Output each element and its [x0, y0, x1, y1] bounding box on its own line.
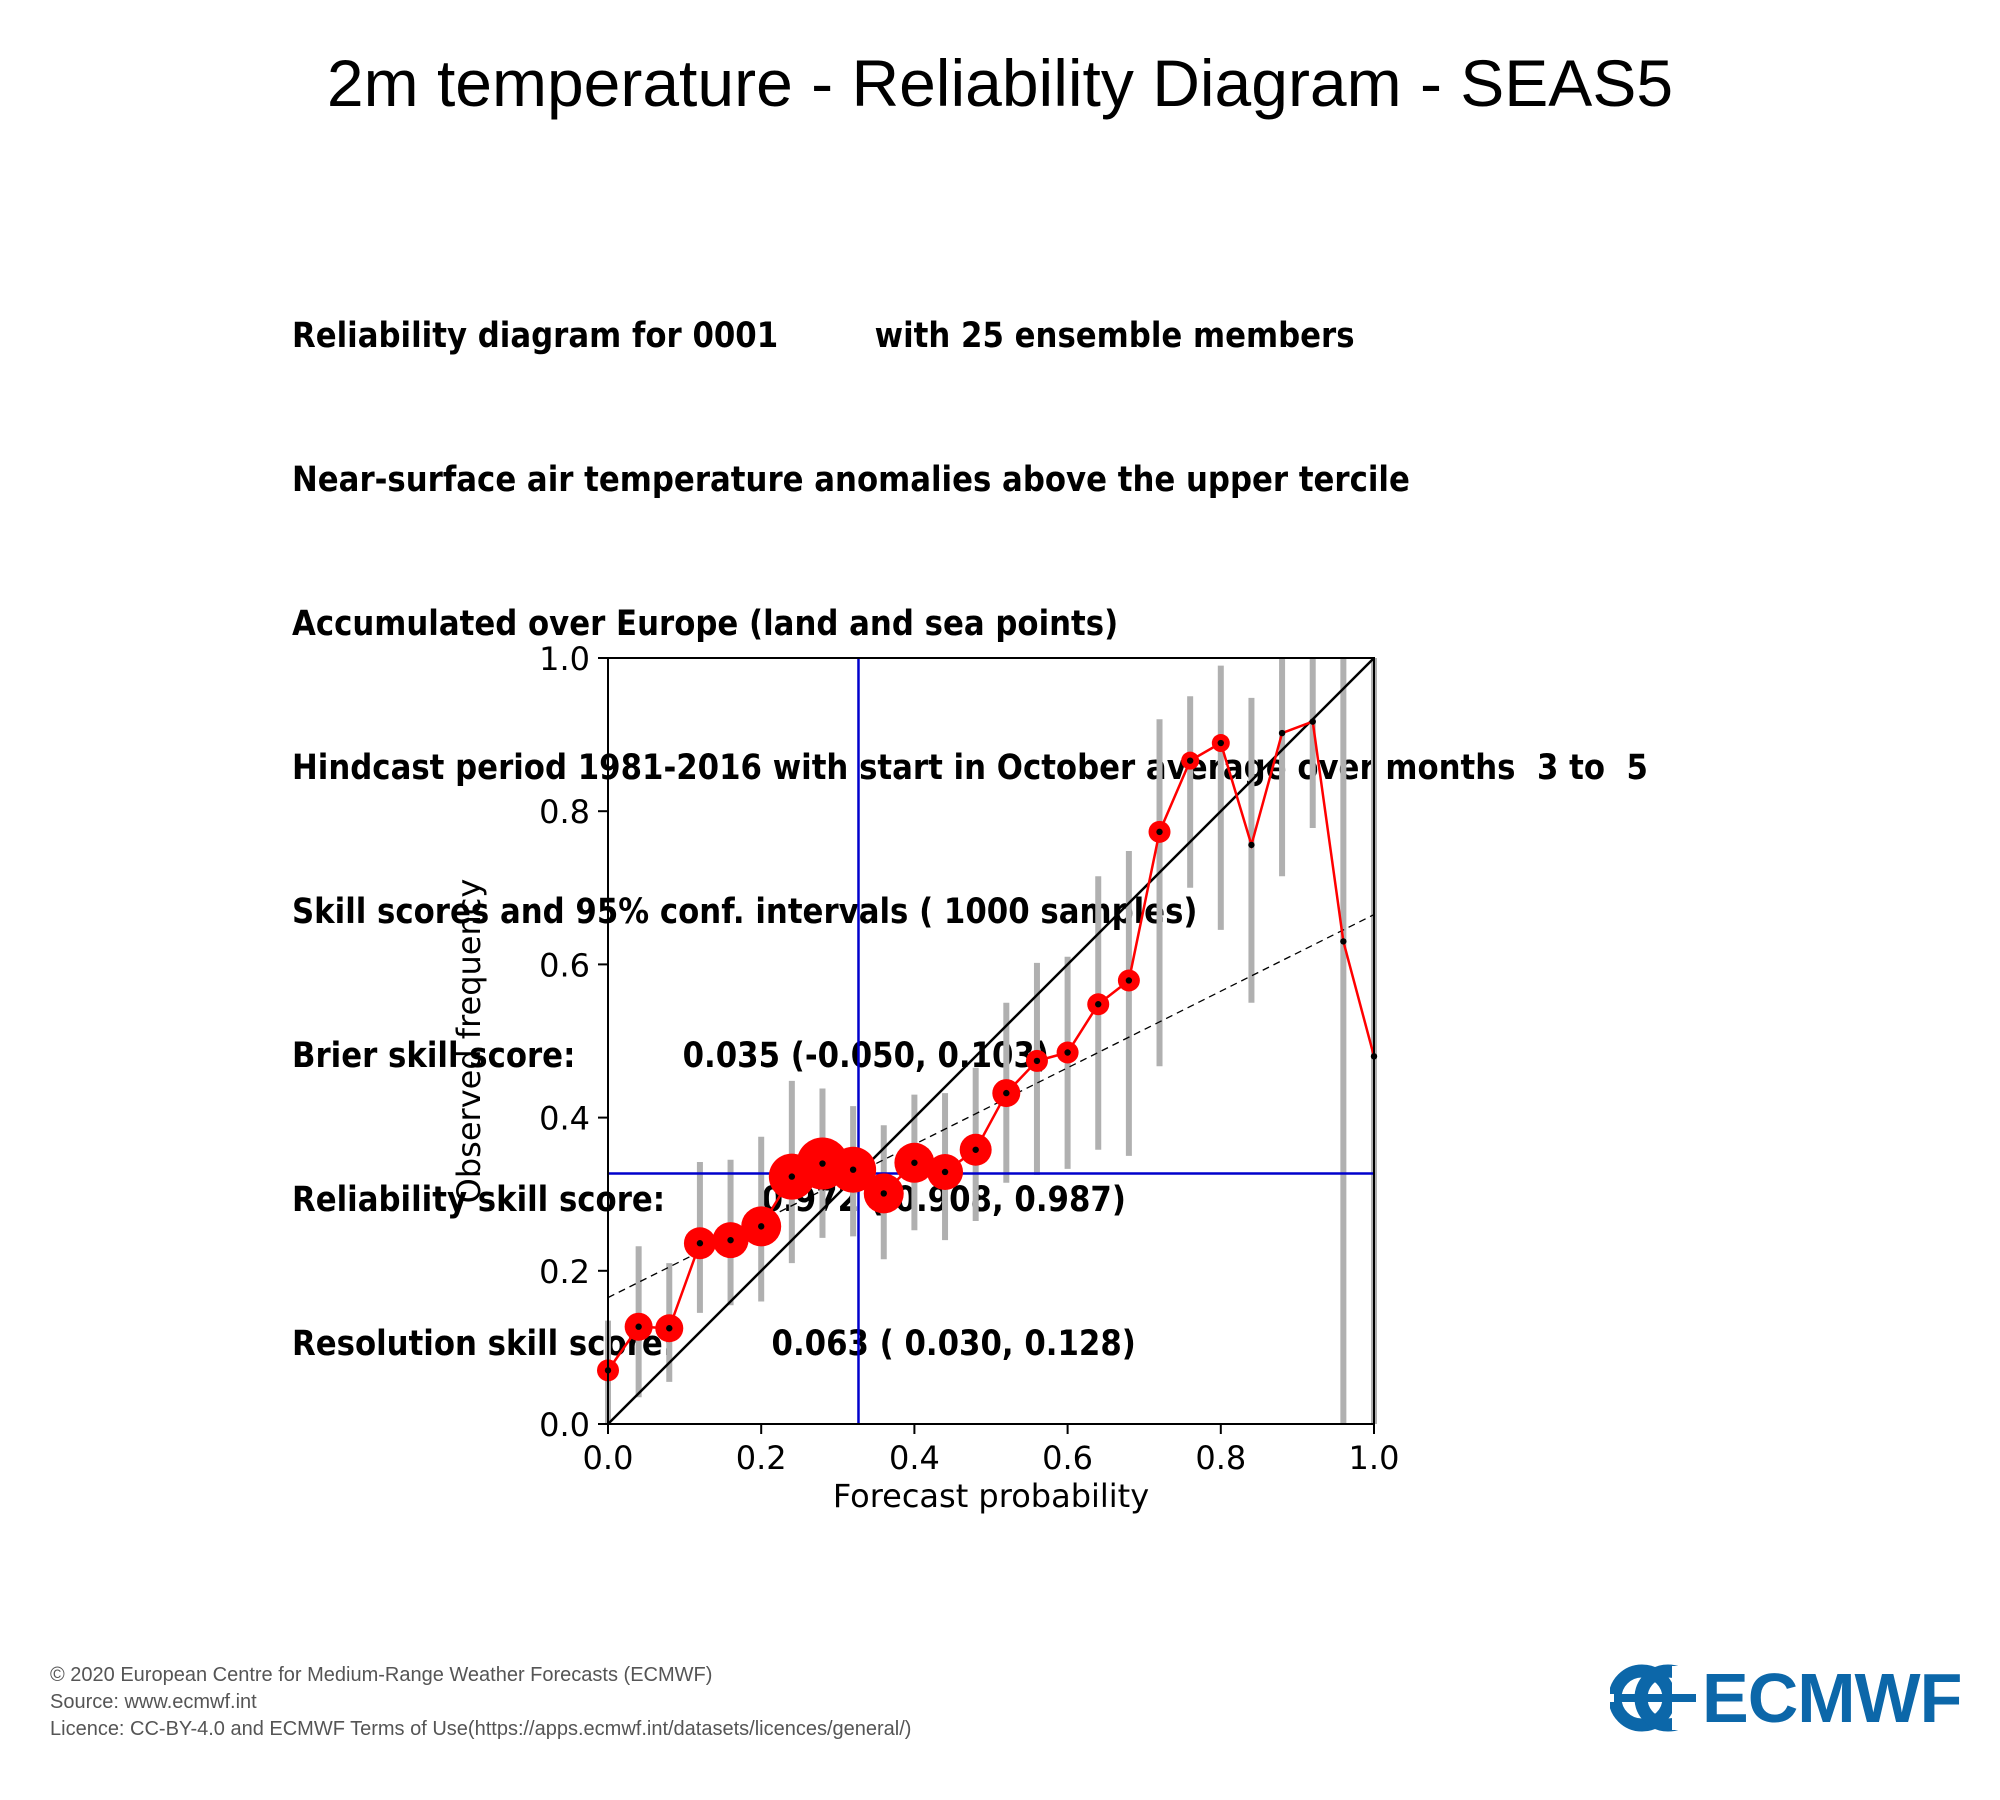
y-tick-label-4: 0.8 [539, 793, 590, 831]
climatology-lines [608, 658, 1374, 1424]
x-tick-label-0: 0.0 [583, 1439, 634, 1477]
data-point-center-14 [1033, 1057, 1041, 1065]
data-point-center-23 [1309, 718, 1316, 725]
info-line-hindcast: Hindcast period 1981-2016 with start in … [292, 748, 1648, 788]
data-point-center-18 [1156, 828, 1163, 836]
data-point-center-11 [941, 1168, 949, 1176]
data-point-center-1 [635, 1323, 642, 1330]
series-line [606, 719, 1376, 1372]
data-point-center-6 [788, 1173, 796, 1180]
ecmwf-logo-icon [1610, 1664, 1700, 1732]
data-point-center-5 [758, 1223, 765, 1230]
data-point-center-21 [1248, 841, 1255, 849]
x-tick-label-2: 0.4 [889, 1439, 940, 1477]
data-point-center-20 [1217, 739, 1225, 747]
y-tick-label-3: 0.6 [539, 946, 590, 984]
data-point-center-8 [849, 1166, 857, 1173]
data-point-center-13 [1003, 1089, 1010, 1097]
data-point-center-17 [1125, 977, 1133, 984]
data-point-center-4 [727, 1236, 734, 1244]
footer-copyright: © 2020 European Centre for Medium-Range … [50, 1664, 713, 1686]
y-tick-label-5: 1.0 [539, 640, 590, 678]
diagonal-line [607, 657, 1375, 1425]
info-block: Reliability diagram for 0001 with 25 ens… [292, 216, 1648, 1416]
y-tick-label-1: 0.2 [539, 1253, 590, 1291]
footer: © 2020 European Centre for Medium-Range … [50, 1662, 911, 1743]
ecmwf-logo: ECMWF [1610, 1658, 1962, 1738]
data-point-center-22 [1278, 729, 1286, 737]
data-point-center-15 [1064, 1049, 1071, 1056]
data-point-center-9 [880, 1190, 887, 1197]
y-axis-label: Observed frequency [450, 879, 488, 1204]
data-point-center-12 [972, 1146, 979, 1153]
info-line-variable: Near-surface air temperature anomalies a… [292, 460, 1410, 500]
data-point-center-3 [696, 1240, 704, 1247]
y-tick-label-0: 0.0 [539, 1406, 590, 1444]
chart-title: 2m temperature - Reliability Diagram - S… [326, 46, 1674, 120]
x-axis-label: Forecast probability [833, 1477, 1149, 1515]
reliability-curve [606, 719, 1376, 1372]
x-axis-ticks: 0.0 0.2 0.4 0.6 0.8 1.0 [583, 1424, 1400, 1477]
x-tick-label-1: 0.2 [736, 1439, 787, 1477]
x-tick-label-4: 0.8 [1195, 1439, 1246, 1477]
x-tick-label-3: 0.6 [1042, 1439, 1093, 1477]
y-axis-ticks: 0.0 0.2 0.4 0.6 0.8 1.0 [539, 640, 608, 1444]
data-point-center-2 [666, 1325, 673, 1332]
data-point-center-16 [1095, 1001, 1102, 1008]
x-tick-label-5: 1.0 [1349, 1439, 1400, 1477]
ecmwf-logo-text: ECMWF [1702, 1659, 1962, 1737]
data-points [597, 718, 1378, 1382]
info-line-members: Reliability diagram for 0001 with 25 ens… [292, 316, 1355, 356]
regression-line [607, 914, 1375, 1299]
info-line-resolution: Resolution skill score: 0.063 ( 0.030, 0… [292, 1324, 1136, 1364]
footer-licence: Licence: CC-BY-4.0 and ECMWF Terms of Us… [50, 1718, 912, 1740]
info-line-region: Accumulated over Europe (land and sea po… [292, 604, 1119, 644]
data-point-center-7 [819, 1160, 826, 1167]
plot-frame [607, 657, 1375, 1425]
footer-source: Source: www.ecmwf.int [50, 1691, 257, 1713]
data-point-center-10 [911, 1159, 918, 1166]
y-tick-label-2: 0.4 [539, 1100, 590, 1138]
data-point-center-24 [1340, 938, 1347, 945]
data-point-center-19 [1186, 757, 1194, 764]
